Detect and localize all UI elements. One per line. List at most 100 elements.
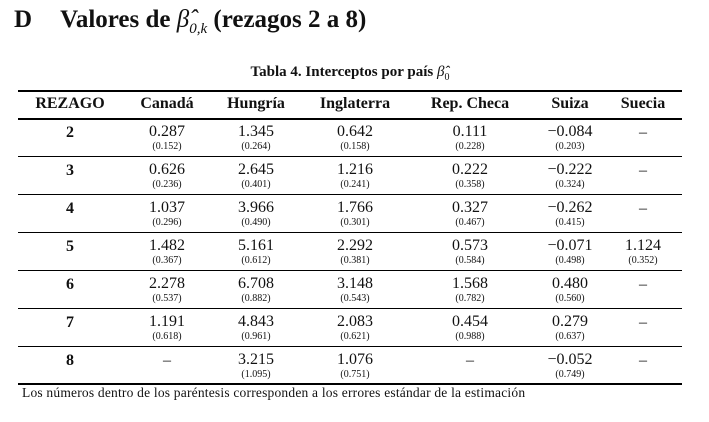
standard-error: (1.095) [241,369,271,380]
standard-error: (0.560) [555,293,585,304]
estimate: 6.708 [238,275,274,292]
standard-error: (0.367) [152,255,182,266]
table-rule [18,194,682,195]
standard-error: (0.296) [152,217,182,228]
standard-error: (0.618) [152,331,182,342]
row-label: 6 [66,276,74,293]
standard-error: (0.537) [152,293,182,304]
empty-cell: – [639,314,647,331]
column-header: Canadá [140,95,194,112]
estimate: −0.222 [547,161,593,178]
estimate: 0.480 [552,275,588,292]
standard-error: (0.543) [340,293,370,304]
table-rule [18,118,682,120]
estimate: 1.482 [149,237,185,254]
standard-error: (0.228) [455,141,485,152]
estimate: 1.345 [238,123,274,140]
standard-error: (0.882) [241,293,271,304]
estimate: 1.216 [337,161,373,178]
caption-symbol: β̂ [436,64,445,80]
standard-error: (0.152) [152,141,182,152]
standard-error: (0.415) [555,217,585,228]
table-rule [18,383,682,385]
empty-cell: – [163,352,171,369]
empty-cell: – [639,162,647,179]
standard-error: (0.490) [241,217,271,228]
heading-subscript: 0,k [189,21,208,37]
standard-error: (0.236) [152,179,182,190]
table-rule [18,346,682,347]
estimate: 1.568 [452,275,488,292]
table-rule [18,232,682,233]
empty-cell: – [639,276,647,293]
row-label: 8 [66,352,74,369]
standard-error: (0.612) [241,255,271,266]
estimate: 2.645 [238,161,274,178]
row-label: 2 [66,124,74,141]
estimate: 5.161 [238,237,274,254]
column-header: Hungría [227,95,285,112]
estimate: 3.215 [238,351,274,368]
estimate: 0.279 [552,313,588,330]
estimate: 0.287 [149,123,185,140]
caption-text: Tabla 4. Interceptos por país [250,64,434,80]
table-rule [18,308,682,309]
estimate: −0.071 [547,237,593,254]
estimate: 2.278 [149,275,185,292]
standard-error: (0.264) [241,141,271,152]
table-rule [18,270,682,271]
row-label: 7 [66,314,74,331]
column-header: Inglaterra [319,95,391,112]
standard-error: (0.961) [241,331,271,342]
caption: Tabla 4. Interceptos por país β̂0 [251,64,450,83]
column-header: Suiza [551,95,589,112]
footnote: Los números dentro de los paréntesis cor… [22,385,526,400]
standard-error: (0.498) [555,255,585,266]
heading: D Valores de β̂0,k (rezagos 2 a 8) [14,6,366,38]
row-label: 5 [66,238,74,255]
estimate: −0.262 [547,199,593,216]
standard-error: (0.751) [340,369,370,380]
standard-error: (0.584) [455,255,485,266]
column-header: Suecia [620,95,666,112]
standard-error: (0.637) [555,331,585,342]
row-label: 4 [66,200,74,217]
heading-title: Valores de [60,6,171,33]
standard-error: (0.324) [555,179,585,190]
standard-error: (0.301) [340,217,370,228]
estimate: −0.084 [547,123,593,140]
table-rule [18,156,682,157]
estimate: 0.573 [452,237,488,254]
standard-error: (0.988) [455,331,485,342]
standard-error: (0.467) [455,217,485,228]
standard-error: (0.158) [340,141,370,152]
estimate: 1.037 [149,199,185,216]
estimate: 2.292 [337,237,373,254]
heading-rest: (rezagos 2 a 8) [213,6,367,33]
standard-error: (0.381) [340,255,370,266]
estimate: −0.052 [547,351,593,368]
standard-error: (0.401) [241,179,271,190]
estimate: 0.454 [452,313,488,330]
column-header: REZAGO [35,95,105,112]
estimate: 1.124 [625,237,661,254]
standard-error: (0.203) [555,141,585,152]
section-letter: D [14,6,33,33]
row-label: 3 [66,162,74,179]
empty-cell: – [639,124,647,141]
table-rule [18,90,682,92]
standard-error: (0.352) [628,255,658,266]
empty-cell: – [639,352,647,369]
standard-error: (0.621) [340,331,370,342]
standard-error: (0.782) [455,293,485,304]
estimate: 0.626 [149,161,185,178]
standard-error: (0.358) [455,179,485,190]
estimate: 0.111 [452,123,488,140]
estimate: 0.222 [452,161,488,178]
standard-error: (0.749) [555,369,585,380]
estimate: 4.843 [238,313,274,330]
estimate: 0.642 [337,123,373,140]
estimate: 0.327 [452,199,488,216]
estimate: 1.191 [149,313,185,330]
heading-symbol: β̂ [176,6,190,33]
